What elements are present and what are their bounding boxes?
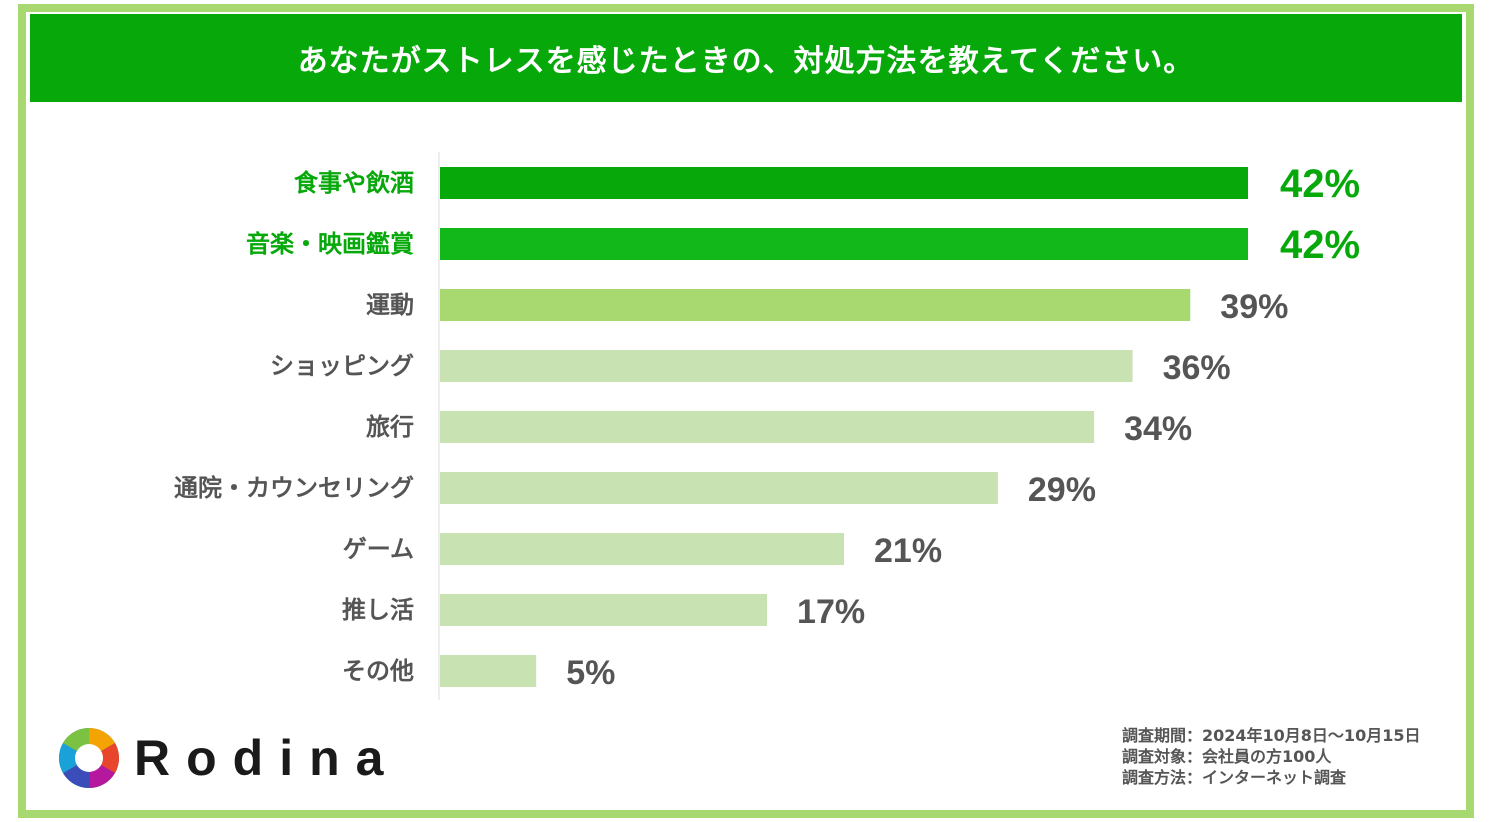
bar [440,594,768,626]
chart-title: あなたがストレスを感じたときの、対処方法を教えてください。 [30,14,1462,102]
survey-notes: 調査期間：2024年10月8日～10月15日 調査対象：会社員の方100人 調査… [1122,725,1420,788]
category-label: 旅行 [366,413,414,441]
category-label: ショッピング [270,352,414,380]
brand-logo: Rodina [58,726,399,790]
bar [440,411,1095,443]
survey-method: 調査方法：インターネット調査 [1122,768,1347,787]
bar [440,472,998,504]
bar [440,655,537,687]
bar [440,533,844,565]
category-label: ゲーム [343,535,414,563]
brand-name: Rodina [134,730,400,786]
survey-target: 調査対象：会社員の方100人 [1122,747,1332,766]
category-label: 通院・カウンセリング [174,474,414,502]
value-label: 21% [874,532,942,570]
survey-period: 調査期間：2024年10月8日～10月15日 [1122,726,1421,745]
category-label: 音楽・映画鑑賞 [246,230,414,258]
category-label: 推し活 [342,596,414,624]
category-label: その他 [342,657,414,685]
value-label: 42% [1280,223,1360,267]
category-label: 運動 [366,291,414,319]
value-label: 36% [1163,349,1231,387]
value-label: 17% [797,593,865,631]
value-label: 5% [566,654,615,692]
category-label: 食事や飲酒 [294,169,414,197]
value-label: 34% [1124,410,1192,448]
bar [440,228,1248,260]
bar [440,167,1248,199]
value-label: 42% [1280,162,1360,206]
value-label: 29% [1028,471,1096,509]
bar [440,350,1133,382]
bar [440,289,1191,321]
aperture-logo-icon [58,728,120,788]
value-label: 39% [1220,288,1288,326]
